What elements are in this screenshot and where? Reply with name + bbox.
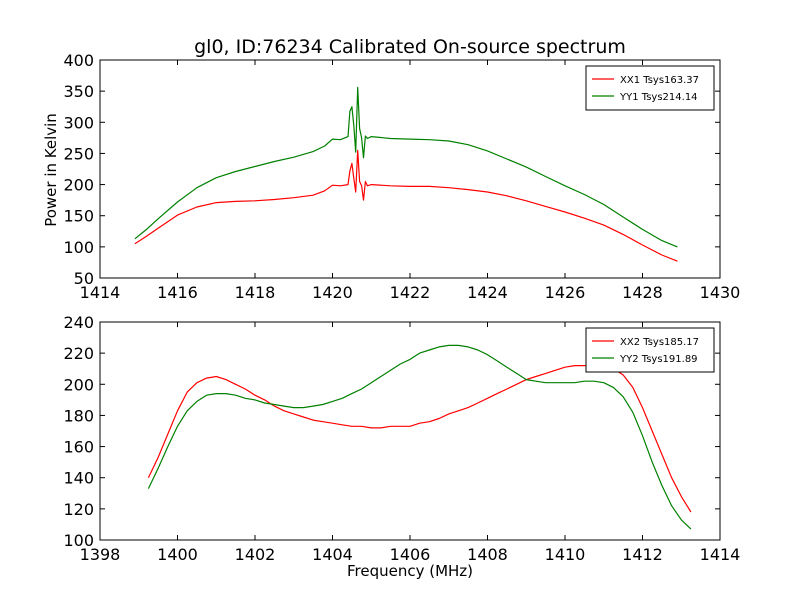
bottom-x-tick-label: 1414 bbox=[700, 545, 741, 564]
bottom-y-tick-label: 140 bbox=[63, 469, 94, 488]
bottom-x-tick-label: 1406 bbox=[390, 545, 431, 564]
bottom-x-tick-label: 1402 bbox=[235, 545, 276, 564]
top-legend-label-1: XX1 Tsys163.37 bbox=[620, 75, 699, 86]
bottom-y-tick-label: 180 bbox=[63, 406, 94, 425]
bottom-x-axis-label: Frequency (MHz) bbox=[347, 562, 473, 580]
bottom-y-tick-label: 120 bbox=[63, 500, 94, 519]
bottom-y-tick-label: 100 bbox=[63, 531, 94, 550]
top-x-tick-label: 1418 bbox=[235, 283, 276, 302]
bottom-x-tick-label: 1408 bbox=[467, 545, 508, 564]
figure-title: gl0, ID:76234 Calibrated On-source spect… bbox=[194, 36, 626, 58]
top-y-tick-label: 200 bbox=[63, 176, 94, 195]
top-x-tick-label: 1424 bbox=[467, 283, 508, 302]
top-y-axis-label: Power in Kelvin bbox=[42, 113, 60, 227]
bottom-y-tick-label: 160 bbox=[63, 438, 94, 457]
bottom-y-tick-label: 240 bbox=[63, 313, 94, 332]
top-x-tick-label: 1414 bbox=[80, 283, 121, 302]
top-y-tick-label: 250 bbox=[63, 144, 94, 163]
bottom-x-tick-label: 1410 bbox=[545, 545, 586, 564]
top-x-tick-label: 1416 bbox=[157, 283, 198, 302]
top-series-line-1 bbox=[134, 149, 678, 262]
bottom-spectrum-panel: 1398 1400 1402 1404 1406 1408 1410 1412 1414 100 1… bbox=[63, 313, 740, 564]
bottom-legend-box bbox=[585, 327, 715, 373]
bottom-y-tick-label: 200 bbox=[63, 375, 94, 394]
bottom-x-tick-label: 1400 bbox=[157, 545, 198, 564]
bottom-series-line-2 bbox=[147, 344, 692, 530]
top-spectrum-panel: 1414 1416 1418 1420 1422 1424 1426 1428 1430 50 10… bbox=[63, 51, 740, 302]
top-x-tick-label: 1420 bbox=[312, 283, 353, 302]
top-x-tick-label: 1422 bbox=[390, 283, 431, 302]
bottom-x-tick-label: 1412 bbox=[622, 545, 663, 564]
top-y-tick-label: 50 bbox=[74, 269, 94, 288]
bottom-legend-label-2: YY2 Tsys191.89 bbox=[619, 354, 698, 365]
top-series-line-2 bbox=[134, 86, 678, 248]
top-x-tick-label: 1426 bbox=[545, 283, 586, 302]
top-y-tick-label: 150 bbox=[63, 207, 94, 226]
bottom-x-tick-label: 1404 bbox=[312, 545, 353, 564]
top-y-tick-label: 300 bbox=[63, 113, 94, 132]
top-legend-label-2: YY1 Tsys214.14 bbox=[619, 92, 698, 103]
bottom-y-tick-label: 220 bbox=[63, 344, 94, 363]
top-y-tick-label: 100 bbox=[63, 238, 94, 257]
top-legend-box bbox=[585, 65, 715, 111]
top-x-tick-label: 1430 bbox=[700, 283, 741, 302]
top-x-tick-label: 1428 bbox=[622, 283, 663, 302]
bottom-x-tick-label: 1398 bbox=[80, 545, 121, 564]
top-y-tick-label: 350 bbox=[63, 82, 94, 101]
top-y-tick-label: 400 bbox=[63, 51, 94, 70]
bottom-legend-label-1: XX2 Tsys185.17 bbox=[620, 337, 699, 348]
